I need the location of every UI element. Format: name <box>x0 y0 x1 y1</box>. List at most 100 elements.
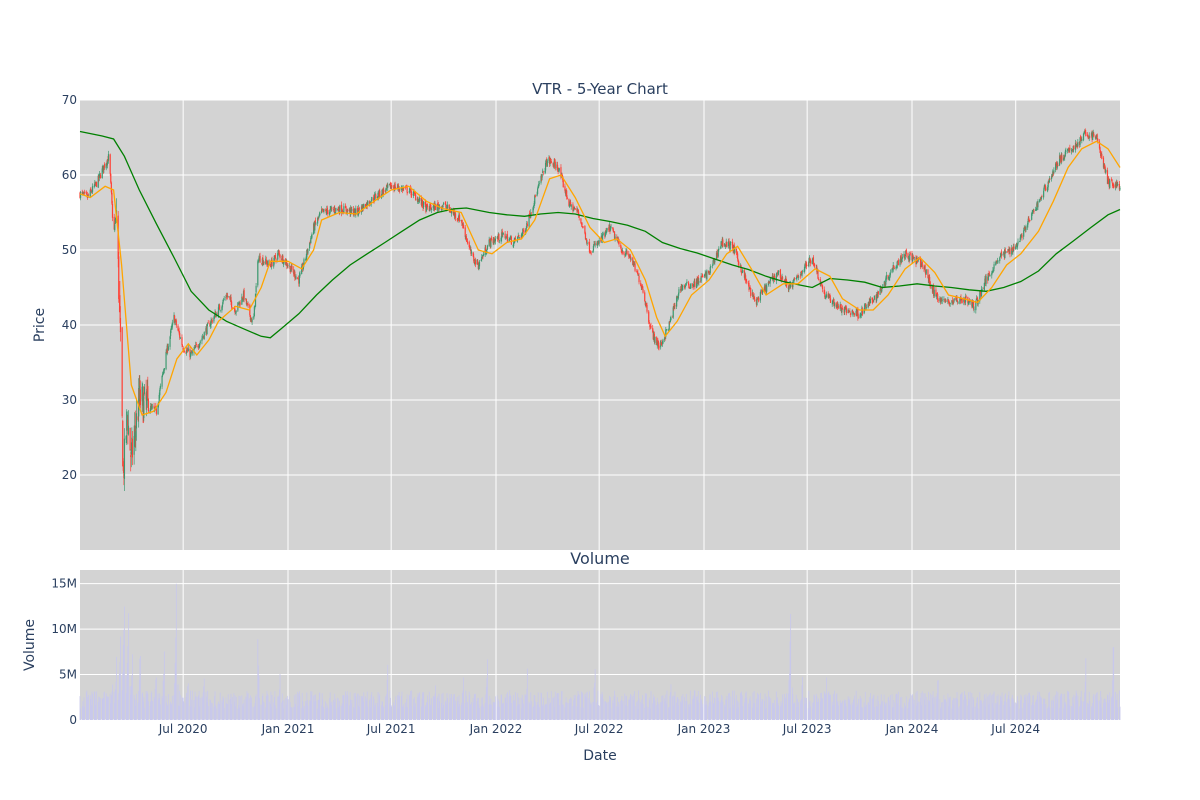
volume-bar <box>319 692 321 720</box>
candle-body <box>1111 182 1114 186</box>
volume-bar <box>1007 695 1009 720</box>
volume-bar <box>189 705 191 720</box>
volume-bar <box>896 694 898 720</box>
candle-body <box>730 242 732 244</box>
candle-body <box>777 272 779 274</box>
candle-body <box>604 231 607 236</box>
volume-bar <box>538 704 540 720</box>
candle-body <box>1004 250 1007 252</box>
candle-body <box>277 251 279 254</box>
volume-bar <box>565 697 567 720</box>
volume-bar <box>971 692 973 720</box>
volume-bar <box>426 702 428 720</box>
volume-bar <box>494 702 496 720</box>
candle-body <box>178 330 180 334</box>
volume-bar <box>255 696 256 720</box>
candle-body <box>1073 145 1075 150</box>
candle-body <box>99 173 101 175</box>
volume-bar <box>293 695 295 720</box>
volume-bar <box>616 697 618 720</box>
volume-bar <box>1043 698 1045 720</box>
candle-body <box>477 260 479 265</box>
volume-bar <box>362 696 364 720</box>
candle-body <box>291 265 293 270</box>
candle-body <box>676 296 678 307</box>
candle-body <box>727 241 730 247</box>
candle-body <box>139 389 142 406</box>
volume-bar <box>195 696 197 720</box>
candle-body <box>246 303 249 305</box>
volume-bar <box>155 677 157 720</box>
candle-body <box>514 237 516 240</box>
candle-body <box>800 271 803 275</box>
volume-bar <box>430 704 432 720</box>
volume-bar <box>274 691 276 720</box>
candle-body <box>385 187 387 192</box>
candle-body <box>756 298 758 306</box>
volume-bar <box>773 702 774 720</box>
candle-body <box>664 337 666 341</box>
volume-bar <box>520 697 522 720</box>
volume-bar <box>223 707 225 720</box>
candle-body <box>434 204 437 210</box>
volume-bar <box>381 705 382 720</box>
volume-bar <box>919 702 921 720</box>
volume-bar <box>249 698 251 720</box>
candle-body <box>1104 164 1106 167</box>
candle-body <box>234 313 237 314</box>
volume-bar <box>781 705 782 720</box>
volume-bar <box>373 696 374 720</box>
volume-grid <box>80 570 1120 721</box>
volume-bar <box>1075 690 1077 720</box>
volume-bar <box>612 702 614 720</box>
volume-bar <box>449 694 451 720</box>
volume-bar <box>469 704 471 720</box>
volume-bar <box>839 700 841 720</box>
candle-body <box>553 161 555 167</box>
candle-body <box>410 189 412 196</box>
volume-bar <box>346 703 348 720</box>
candle-body <box>605 230 608 233</box>
volume-bar <box>1117 707 1119 720</box>
candle-body <box>356 208 359 213</box>
volume-bar <box>114 702 116 720</box>
candle-body <box>221 306 223 311</box>
volume-bar <box>465 690 467 720</box>
volume-bar <box>313 695 315 720</box>
candle-body <box>473 256 475 262</box>
volume-bar <box>95 698 97 720</box>
candle-body <box>334 208 336 213</box>
volume-bar <box>341 703 343 720</box>
volume-bar <box>1044 708 1046 720</box>
candle-body <box>778 270 780 273</box>
volume-bar <box>205 691 207 720</box>
volume-bar <box>640 702 642 720</box>
volume-bar <box>167 694 169 720</box>
volume-bar <box>740 694 742 720</box>
candle-body <box>89 189 91 197</box>
candle-body <box>518 237 520 238</box>
volume-bar <box>664 701 666 720</box>
candle-body <box>570 202 572 206</box>
volume-bar <box>941 702 943 720</box>
volume-bar <box>382 706 384 720</box>
candle-body <box>973 309 975 310</box>
volume-bar <box>666 690 668 720</box>
volume-bar <box>313 694 315 720</box>
candle-body <box>1019 237 1021 241</box>
candle-body <box>494 238 497 242</box>
volume-bar <box>899 705 901 720</box>
volume-bar <box>960 694 962 720</box>
volume-bar <box>514 692 516 720</box>
volume-bar <box>605 700 606 720</box>
candle-body <box>143 386 145 394</box>
candle-body <box>174 320 176 323</box>
volume-bar <box>740 692 741 720</box>
candle-body <box>1082 133 1085 141</box>
volume-bar <box>243 703 244 720</box>
candle-body <box>358 208 360 215</box>
volume-bar <box>1017 696 1018 720</box>
candle-body <box>179 333 181 338</box>
volume-bar <box>887 698 889 720</box>
volume-bar <box>1067 691 1069 720</box>
